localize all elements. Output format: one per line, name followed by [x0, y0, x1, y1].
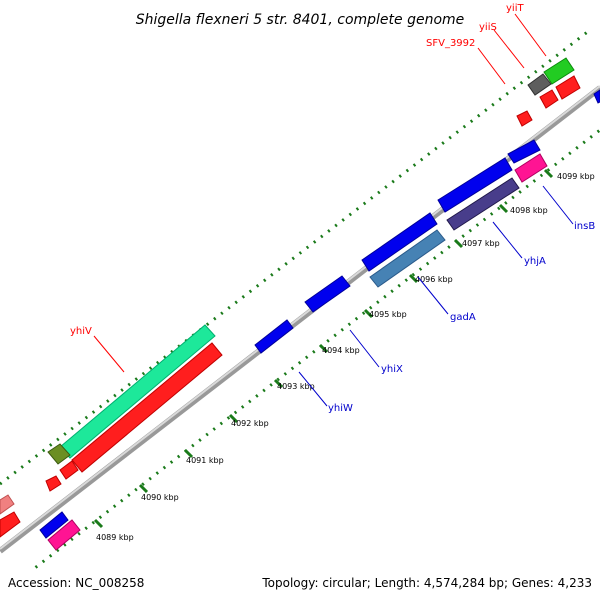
- feature-SFV_3992[interactable]: [516, 110, 533, 127]
- feature-blue-upper[interactable]: [437, 157, 513, 213]
- gene-label-yhiX[interactable]: yhiX: [381, 364, 403, 375]
- outer-dotted-ring: [0, 28, 591, 486]
- feature-red-long[interactable]: [71, 342, 223, 473]
- tick-label: 4095 kbp: [369, 310, 407, 319]
- tick-labels: 4089 kbp 4090 kbp 4091 kbp 4092 kbp 4093…: [96, 172, 595, 542]
- feature-red-small[interactable]: [59, 460, 79, 480]
- tick-label: 4093 kbp: [277, 382, 315, 391]
- tick-label: 4092 kbp: [231, 419, 269, 428]
- feature-blue-edge[interactable]: [593, 89, 600, 104]
- gene-label-yhiV[interactable]: yhiV: [70, 326, 92, 337]
- footer-background: [0, 570, 600, 600]
- feature-blue-left[interactable]: [39, 511, 69, 539]
- feature-olive[interactable]: [47, 443, 71, 465]
- gene-label-yiiS[interactable]: yiiS: [479, 22, 497, 33]
- tick-label: 4098 kbp: [510, 206, 548, 215]
- feature-yhiV[interactable]: [59, 324, 216, 459]
- feature-blue-small[interactable]: [507, 139, 541, 164]
- tick-label: 4089 kbp: [96, 533, 134, 542]
- feature-red-edge[interactable]: [0, 511, 21, 538]
- gene-label-gadA[interactable]: gadA: [450, 312, 476, 323]
- tick-label: 4094 kbp: [322, 346, 360, 355]
- feature-yhiW[interactable]: [254, 319, 294, 354]
- gene-label-yhiW[interactable]: yhiW: [328, 403, 353, 414]
- tick-label: 4099 kbp: [557, 172, 595, 181]
- gene-label-insB[interactable]: insB: [574, 221, 595, 232]
- feature-yiiT[interactable]: [543, 57, 575, 85]
- feature-red-right[interactable]: [555, 75, 581, 100]
- gene-label-yhjA[interactable]: yhjA: [524, 256, 546, 267]
- feature-gadA[interactable]: [369, 229, 446, 288]
- feature-salmon[interactable]: [0, 494, 15, 515]
- label-leaders: [93, 13, 574, 407]
- tick-label: 4097 kbp: [462, 239, 500, 248]
- feature-yiiS[interactable]: [539, 89, 559, 109]
- map-title: Shigella flexneri 5 str. 8401, complete …: [136, 12, 465, 28]
- feature-insB[interactable]: [514, 153, 548, 183]
- tick-label: 4091 kbp: [186, 456, 224, 465]
- feature-blue-mid[interactable]: [361, 212, 438, 272]
- feature-pink-left[interactable]: [47, 519, 81, 551]
- tick-label: 4096 kbp: [415, 275, 453, 284]
- gene-features: [0, 57, 600, 551]
- feature-yhjA[interactable]: [446, 177, 520, 231]
- gene-labels: yiiT yiiS SFV_3992 yhiV insB yhjA gadA y…: [70, 3, 595, 414]
- genome-summary-text: Topology: circular; Length: 4,574,284 bp…: [261, 576, 592, 590]
- gene-label-yiiT[interactable]: yiiT: [506, 3, 524, 14]
- accession-text: Accession: NC_008258: [8, 576, 144, 590]
- feature-gray[interactable]: [527, 73, 552, 96]
- tick-label: 4090 kbp: [141, 493, 179, 502]
- gene-label-SFV_3992[interactable]: SFV_3992: [426, 38, 475, 49]
- inner-dotted-ring: [0, 128, 600, 597]
- feature-yhiX[interactable]: [304, 275, 351, 313]
- major-ticks: [93, 168, 554, 529]
- feature-red-tiny[interactable]: [45, 475, 62, 492]
